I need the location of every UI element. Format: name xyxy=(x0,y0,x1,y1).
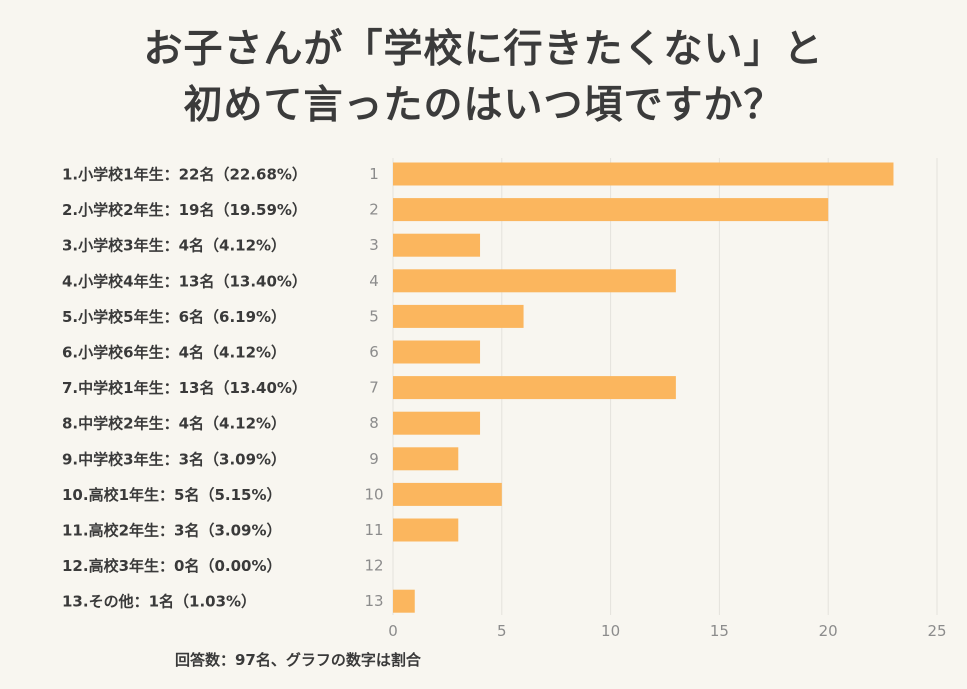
bar xyxy=(393,482,502,506)
bar xyxy=(393,233,481,257)
category-label: 9.中学校3年生：3名（3.09%） xyxy=(62,450,286,468)
bar xyxy=(393,304,524,328)
y-tick-label: 1 xyxy=(369,165,379,183)
y-tick-label: 10 xyxy=(364,485,383,503)
bar xyxy=(393,447,459,471)
bar xyxy=(393,376,676,400)
y-tick-label: 11 xyxy=(364,521,383,539)
y-tick-label: 13 xyxy=(364,592,383,610)
category-label: 6.小学校6年生：4名（4.12%） xyxy=(62,344,286,362)
y-tick-label: 6 xyxy=(369,343,379,361)
y-tick-label: 7 xyxy=(369,379,379,397)
bar xyxy=(393,162,894,186)
chart-title-line-1: お子さんが「学校に行きたくない」と xyxy=(143,27,824,72)
bar xyxy=(393,518,459,542)
chart-title: お子さんが「学校に行きたくない」と 初めて言ったのはいつ頃ですか？ xyxy=(0,22,967,134)
x-tick-label: 10 xyxy=(601,622,620,640)
category-label: 4.小学校4年生：13名（13.40%） xyxy=(62,272,307,290)
x-tick-label: 25 xyxy=(927,622,946,640)
bar xyxy=(393,589,415,613)
y-tick-label: 4 xyxy=(369,272,379,290)
x-tick-label: 20 xyxy=(819,622,838,640)
bar xyxy=(393,411,481,435)
category-label: 5.小学校5年生：6名（6.19%） xyxy=(62,308,286,326)
y-tick-label: 12 xyxy=(364,557,383,575)
category-label: 10.高校1年生：5名（5.15%） xyxy=(62,486,282,504)
chart-title-line-2: 初めて言ったのはいつ頃ですか？ xyxy=(183,83,784,128)
bar xyxy=(393,198,829,222)
y-tick-label: 3 xyxy=(369,236,379,254)
x-tick-label: 15 xyxy=(710,622,729,640)
category-label: 2.小学校2年生：19名（19.59%） xyxy=(62,201,307,219)
y-tick-label: 9 xyxy=(369,450,379,468)
category-label: 11.高校2年生：3名（3.09%） xyxy=(62,522,282,540)
category-label: 7.中学校1年生：13名（13.40%） xyxy=(62,379,307,397)
y-tick-label: 2 xyxy=(369,201,379,219)
category-label: 13.その他：1名（1.03%） xyxy=(62,593,256,611)
bar xyxy=(393,340,481,364)
bar xyxy=(393,269,676,293)
x-tick-label: 5 xyxy=(497,622,507,640)
category-label: 1.小学校1年生：22名（22.68%） xyxy=(62,166,307,184)
y-tick-label: 5 xyxy=(369,307,379,325)
category-label: 8.中学校2年生：4名（4.12%） xyxy=(62,415,286,433)
category-label: 3.小学校3年生：4名（4.12%） xyxy=(62,237,286,255)
x-tick-label: 0 xyxy=(388,622,398,640)
y-tick-label: 8 xyxy=(369,414,379,432)
category-label: 12.高校3年生：0名（0.00%） xyxy=(62,557,282,575)
footnote: 回答数：97名、グラフの数字は割合 xyxy=(175,651,421,669)
